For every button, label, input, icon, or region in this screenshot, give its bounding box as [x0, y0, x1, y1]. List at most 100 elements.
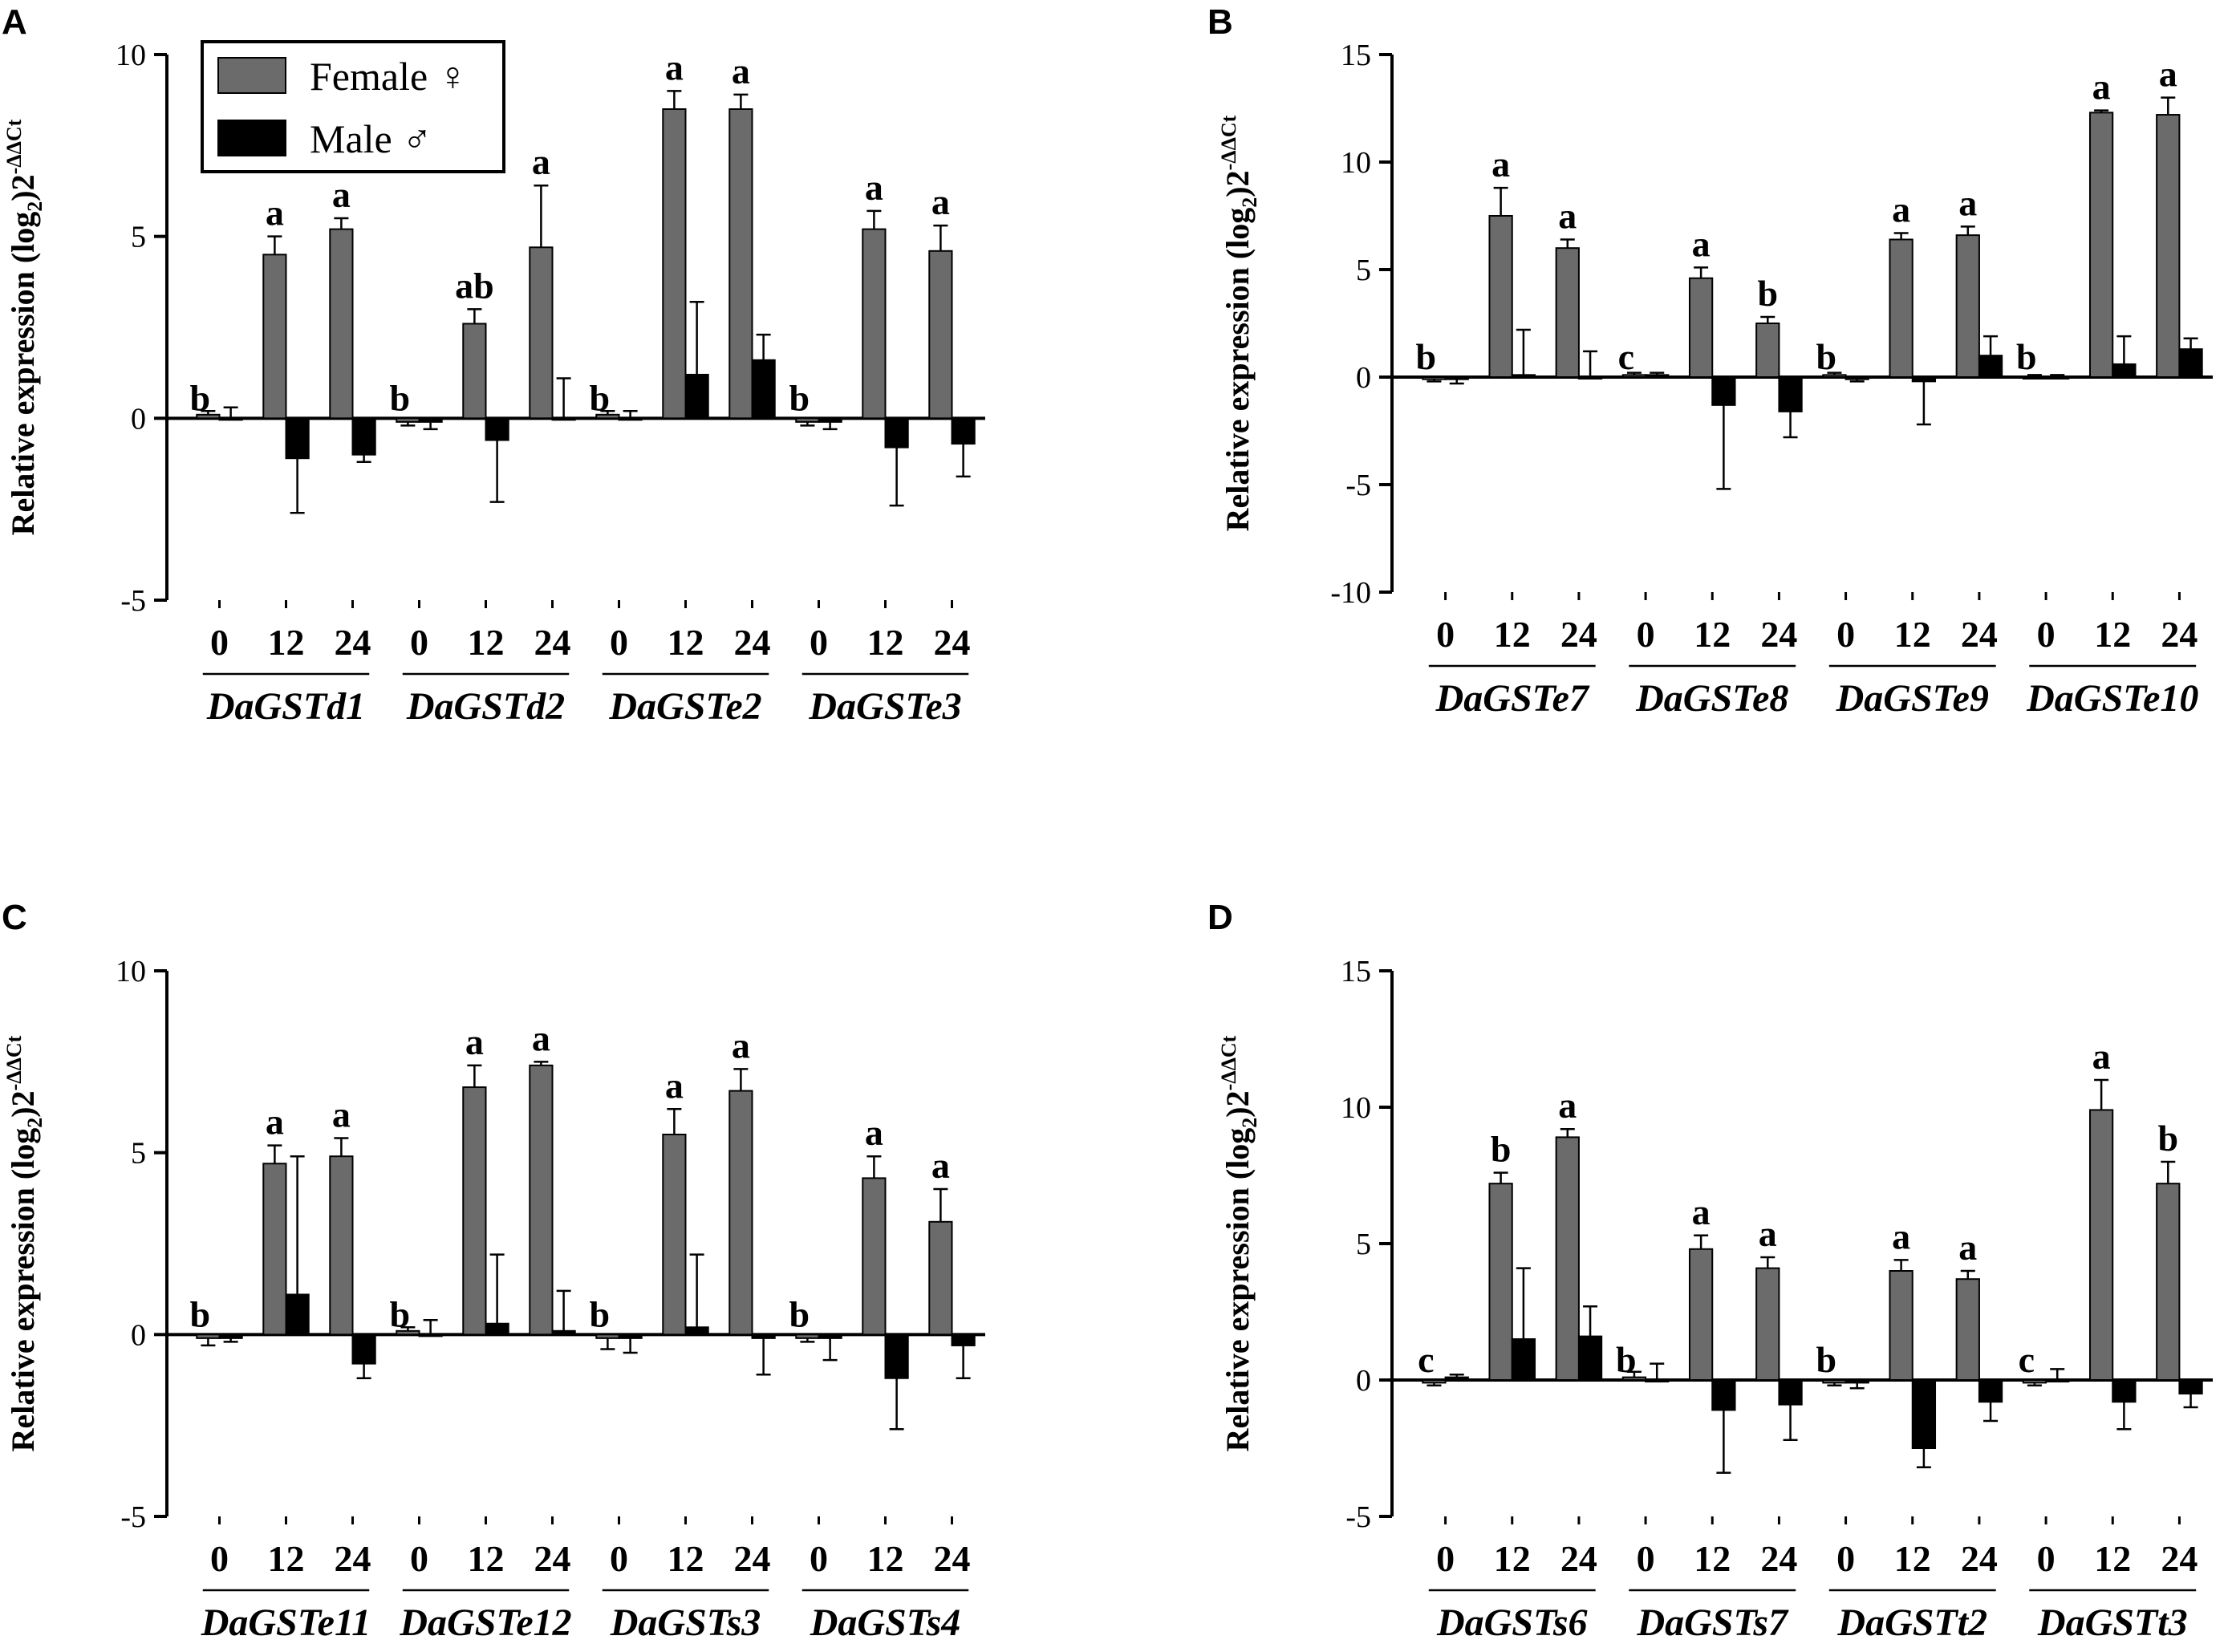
panel-b-gene-dagste10-sig-label: a [2159, 54, 2177, 95]
panel-b-y-axis-label: Relative expression (log2)2-ΔΔCt [1217, 115, 1261, 531]
panel-d-y-label-main: Relative expression (log [1220, 1128, 1256, 1452]
panel-c-gene-dagste11-female-bar [329, 1155, 354, 1336]
panel-a-gene-dagstd1-male-bar [218, 417, 243, 421]
panel-b-gene-dagste8-sig-label: c [1618, 336, 1634, 377]
panel-c-x-tick-label: 0 [410, 1538, 428, 1579]
panel-b-y-tick-label: -10 [1330, 576, 1371, 610]
panel-c-y-tick-label: -5 [120, 1500, 146, 1534]
panel-a-gene-dagstd2-male-bar [551, 417, 576, 421]
panel-b-gene-dagste7-male-bar [1444, 376, 1469, 380]
panel-d-x-tick-label: 0 [1436, 1538, 1455, 1579]
panel-c-x-tick-label: 12 [867, 1538, 904, 1579]
panel-a-gene-dagstd2-male-bar [485, 417, 509, 441]
panel-d-y-label-sub: 2 [1238, 1118, 1261, 1128]
panel-c-gene-dagsts3-male-bar [751, 1333, 776, 1339]
panel-c-gene-dagsts4-male-bar [884, 1333, 909, 1379]
panel-a-gene-dagste3-female-bar [928, 250, 953, 420]
panel-d: D -5 0 5 10 15 Relative expression (log2)2-ΔΔ… [1207, 898, 2213, 1644]
panel-c-x-tick-label: 0 [610, 1538, 628, 1579]
panel-a-gene-dagste2-male-bar [751, 359, 776, 420]
panel-b-x-tick-label: 0 [1836, 614, 1855, 655]
panel-b-x-tick-label: 24 [2161, 614, 2198, 655]
panel-b-y-label-sub: 2 [1238, 197, 1261, 208]
panel-a-gene-dagste2-male-bar [684, 373, 709, 420]
legend: Female ♀ Male ♂ [201, 40, 505, 173]
panel-c-y-label-main: Relative expression (log [5, 1128, 41, 1452]
panel-c-gene-dagste12-male-bar [551, 1329, 576, 1336]
panel-c-gene-dagste12-sig-label: a [532, 1017, 550, 1058]
panel-d-gene-dagstt3-male-bar [2178, 1379, 2203, 1394]
panel-c-gene-dagste11-female-bar [196, 1333, 221, 1339]
panel-c-x-tick-label: 12 [668, 1538, 704, 1579]
panel-c-y-tick-label: 5 [131, 1137, 146, 1171]
panel-d-y-tick-label: 15 [1341, 955, 1371, 988]
panel-d-gene-dagstt2-male-bar [1911, 1379, 1937, 1449]
panel-b-gene-dagste7-male-bar [1511, 374, 1536, 379]
panel-d-y-tick-label: 0 [1356, 1364, 1371, 1398]
panel-a-gene-dagste3-label: DaGSTe3 [808, 685, 961, 728]
panel-b: B -10 -5 0 5 10 15 Relative expression (log2)2… [1207, 2, 2213, 720]
panel-c-letter: C [2, 898, 27, 937]
panel-d-x-tick-label: 24 [2161, 1538, 2198, 1579]
panel-b-letter: B [1207, 2, 1233, 42]
panel-a-gene-dagstd2-label: DaGSTd2 [406, 685, 565, 728]
panel-c-y-tick-label: 10 [116, 955, 146, 988]
panel-b-y-tick-label: 0 [1356, 361, 1371, 395]
panel-b-gene-dagste7-sig-label: a [1558, 195, 1577, 236]
panel-d-gene-dagsts6-male-bar [1444, 1376, 1469, 1381]
panel-c-x-tick-label: 0 [810, 1538, 828, 1579]
panel-d-gene-dagsts7-female-bar [1688, 1248, 1714, 1382]
panel-a-gene-dagstd2-sig-label: ab [455, 265, 494, 306]
panel-d-gene-dagstt3-female-bar [2022, 1379, 2047, 1384]
panel-a-y-tick-label: 10 [116, 39, 146, 72]
panel-d-gene-dagstt3-male-bar [2112, 1379, 2137, 1403]
panel-c-gene-dagsts3-male-bar [618, 1333, 643, 1339]
panel-c-x-tick-label: 0 [210, 1538, 229, 1579]
panel-b-gene-dagste7-label: DaGSTe7 [1435, 677, 1590, 720]
panel-c-y-tick-label: 0 [131, 1318, 146, 1352]
panel-d-y-tick-label: 5 [1356, 1228, 1371, 1261]
panel-d-x-tick-label: 12 [1894, 1538, 1931, 1579]
panel-b-y-tick-label: 10 [1341, 146, 1371, 180]
panel-b-x-tick-label: 0 [1436, 614, 1455, 655]
panel-c-x-tick-label: 12 [268, 1538, 305, 1579]
panel-a-gene-dagste3-sig-label: b [789, 377, 810, 418]
panel-a-y-label-base: )2 [5, 174, 41, 201]
panel-c-y-label-sub: 2 [23, 1118, 47, 1128]
panel-a-gene-dagstd2-female-bar [396, 417, 420, 423]
panel-a-x-tick-label: 0 [810, 622, 828, 663]
panel-d-gene-dagstt3-label: DaGSTt3 [2037, 1601, 2188, 1644]
panel-d-y-tick-label: -5 [1345, 1500, 1371, 1534]
panel-d-gene-dagsts6-sig-label: a [1558, 1085, 1577, 1126]
panel-d-x-tick-label: 24 [1560, 1538, 1597, 1579]
panel-b-gene-dagste9-female-bar [1955, 234, 1980, 378]
panel-a: A -5 0 5 10 Relative expression (log2)2-ΔΔCt… [2, 2, 985, 728]
panel-b-gene-dagste7-sig-label: b [1416, 336, 1437, 377]
panel-c-y-axis-label: Relative expression (log2)2-ΔΔCt [2, 1035, 47, 1451]
panel-c-gene-dagste11-sig-label: a [266, 1102, 284, 1143]
panel-b-x-tick-label: 12 [1694, 614, 1731, 655]
panel-c-gene-dagsts4-sig-label: a [865, 1112, 883, 1153]
panel-c-gene-dagsts3-sig-label: a [732, 1025, 750, 1065]
panel-a-x-tick-label: 12 [268, 622, 305, 663]
panel-b-gene-dagste7-sig-label: a [1491, 144, 1510, 185]
panel-d-x-tick-label: 12 [1494, 1538, 1531, 1579]
panel-b-gene-dagste10-sig-label: a [2092, 67, 2111, 108]
panel-d-gene-dagsts7-sig-label: b [1616, 1339, 1637, 1380]
panel-b-gene-dagste10-female-bar [2088, 112, 2114, 379]
panel-c-gene-dagste11-sig-label: b [189, 1293, 210, 1334]
panel-b-gene-dagste9-male-bar [1844, 376, 1869, 380]
panel-b-gene-dagste9-label: DaGSTe9 [1836, 677, 1989, 720]
panel-c-gene-dagsts3-female-bar [728, 1090, 753, 1336]
panel-d-gene-dagstt3-female-bar [2088, 1109, 2114, 1382]
panel-c-gene-dagste12-sig-label: b [389, 1293, 410, 1334]
panel-a-gene-dagstd1-female-bar [329, 228, 354, 420]
panel-b-gene-dagste10-label: DaGSTe10 [2026, 677, 2198, 720]
panel-b-x-tick-label: 12 [1494, 614, 1531, 655]
panel-d-gene-dagsts7-male-bar [1645, 1379, 1670, 1382]
legend-male-swatch [217, 120, 286, 156]
panel-b-gene-dagste9-male-bar [1911, 376, 1937, 383]
panel-a-y-axis-label: Relative expression (log2)2-ΔΔCt [2, 119, 47, 535]
panel-a-x-tick-label: 12 [668, 622, 704, 663]
